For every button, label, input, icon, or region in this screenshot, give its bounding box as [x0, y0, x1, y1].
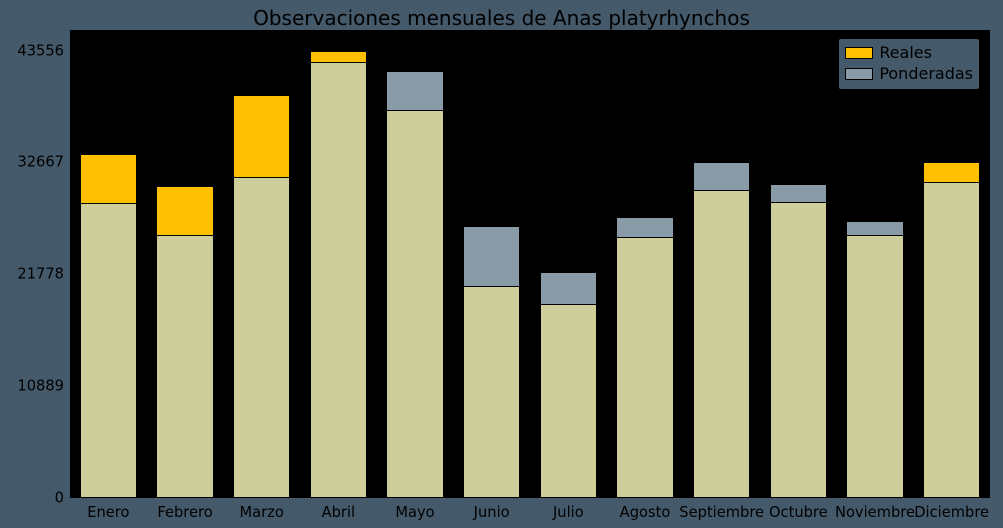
x-tick-label: Septiembre [679, 498, 764, 521]
bar-overlap [846, 235, 904, 498]
legend-item-reales: Reales [845, 43, 973, 64]
bar-overlap [156, 235, 214, 498]
bar-overlap [923, 182, 981, 498]
x-tick-label: Junio [474, 498, 510, 521]
x-tick-label: Febrero [157, 498, 212, 521]
y-tick-label: 0 [55, 490, 70, 507]
x-tick-label: Octubre [769, 498, 828, 521]
chart-title: Observaciones mensuales de Anas platyrhy… [0, 6, 1003, 30]
y-tick-label: 32667 [17, 154, 70, 171]
legend-item-ponderadas: Ponderadas [845, 64, 973, 85]
legend-swatch-reales [845, 47, 873, 59]
bar-overlap [80, 203, 138, 498]
x-tick-label: Mayo [395, 498, 434, 521]
x-tick-label: Abril [322, 498, 356, 521]
bar-overlap [616, 237, 674, 498]
bar-overlap [463, 286, 521, 498]
y-tick-label: 10889 [17, 378, 70, 395]
legend-swatch-ponderadas [845, 68, 873, 80]
x-tick-label: Marzo [240, 498, 284, 521]
legend-label-ponderadas: Ponderadas [879, 64, 973, 85]
figure: Observaciones mensuales de Anas platyrhy… [0, 0, 1003, 528]
y-tick-label: 21778 [17, 266, 70, 283]
bar-overlap [693, 190, 751, 498]
x-tick-label: Noviembre [835, 498, 915, 521]
x-tick-label: Agosto [620, 498, 671, 521]
bar-overlap [386, 110, 444, 498]
x-tick-label: Julio [553, 498, 584, 521]
legend-label-reales: Reales [879, 43, 932, 64]
bar-overlap [310, 62, 368, 498]
plot-area: 010889217783266743556 EneroFebreroMarzoA… [70, 30, 990, 498]
bar-overlap [540, 304, 598, 498]
x-tick-label: Enero [87, 498, 129, 521]
x-tick-label: Diciembre [914, 498, 989, 521]
bar-overlap [770, 202, 828, 498]
bar-overlap [233, 177, 291, 498]
legend: RealesPonderadas [838, 38, 980, 90]
y-tick-label: 43556 [17, 42, 70, 59]
